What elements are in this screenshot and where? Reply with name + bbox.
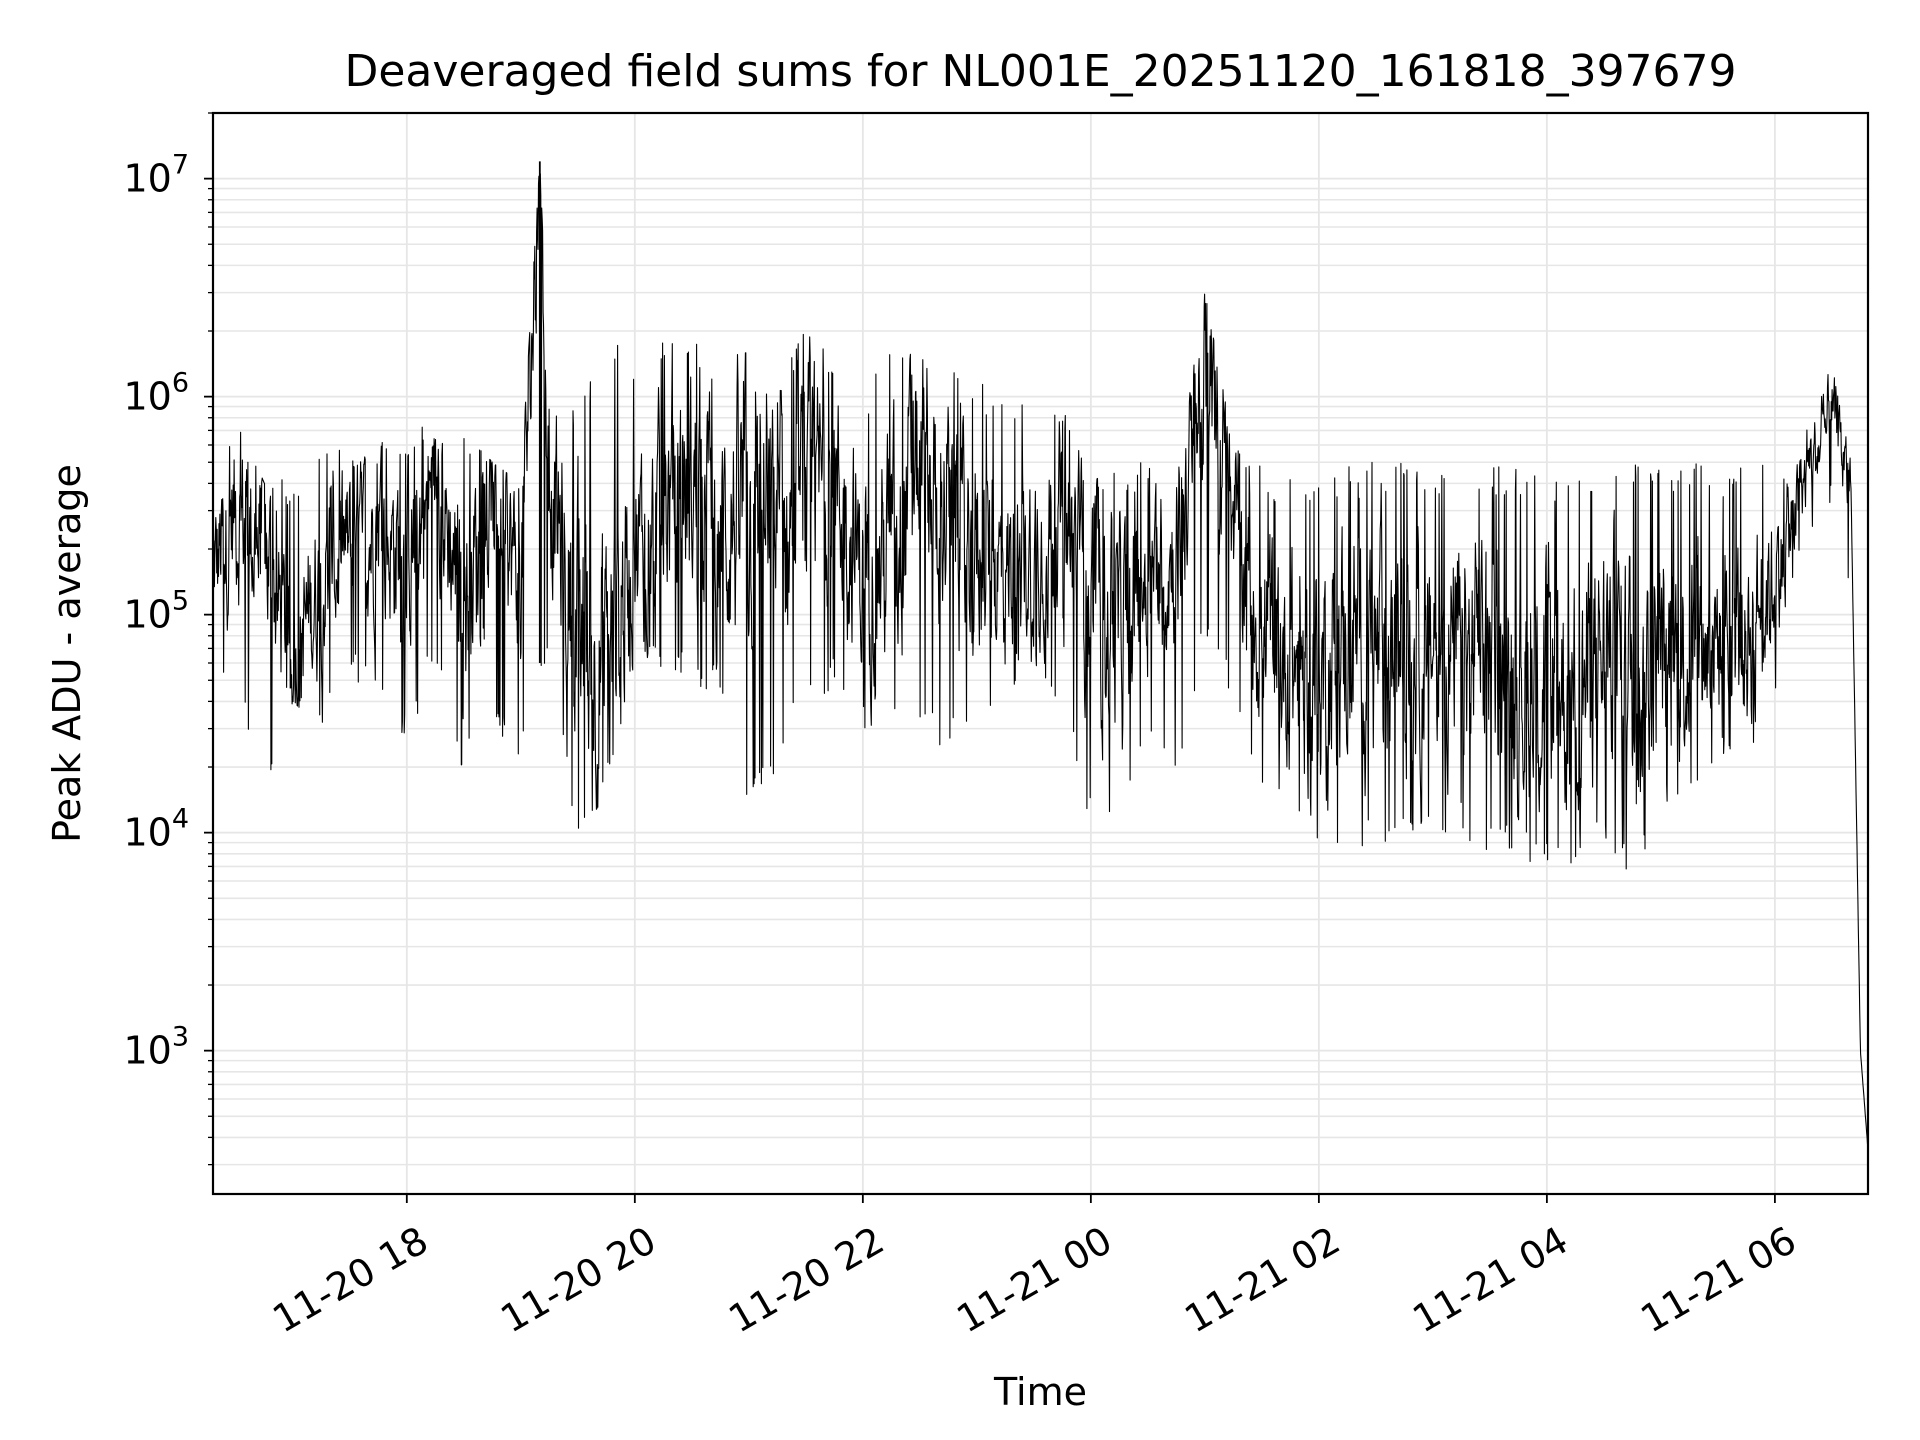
y-tick-label: 106 [123,368,189,419]
data-layer [212,161,1869,1151]
x-axis-label: Time [993,1370,1087,1414]
y-tick-label: 107 [123,150,189,201]
y-axis-label: Peak ADU - average [45,464,89,843]
y-tick-label: 104 [123,804,189,855]
plot-frame [211,111,1870,1196]
series-line [212,173,1869,1151]
chart-title: Deaveraged field sums for NL001E_2025112… [344,46,1736,97]
y-tick-label: 103 [123,1022,189,1073]
y-tick-label: 105 [123,586,189,637]
